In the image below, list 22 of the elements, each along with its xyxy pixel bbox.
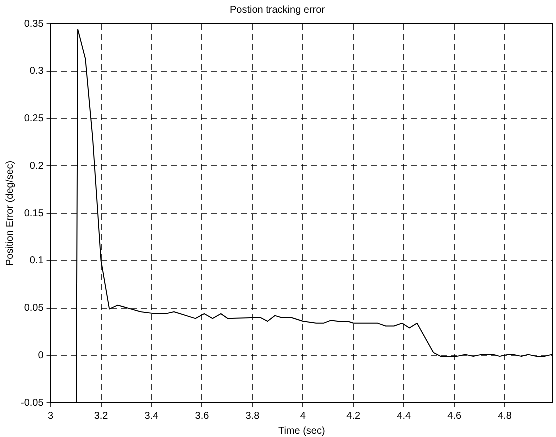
x-tick-label: 3.6 (195, 410, 210, 422)
x-tick-label: 4.4 (397, 410, 412, 422)
y-tick-label: 0.15 (24, 208, 44, 220)
y-tick-label: 0.2 (30, 160, 44, 172)
y-tick-label: 0.25 (24, 114, 44, 124)
y-axis-title: Position Error (deg/sec) (4, 160, 16, 266)
x-tick-label: 3.2 (94, 410, 109, 422)
y-tick-label: 0 (38, 350, 44, 362)
y-tick-label: 0.35 (24, 18, 44, 30)
x-tick-label: 4.2 (346, 410, 362, 422)
x-tick-label: 4 (300, 410, 306, 422)
x-axis-title: Time (sec) (278, 426, 326, 437)
x-tick-label: 4.6 (448, 410, 462, 422)
x-tick-label: 3.8 (246, 410, 260, 422)
y-tick-label: -0.05 (20, 398, 44, 409)
y-tick-label: 0.05 (24, 303, 44, 314)
x-tick-label: 3 (48, 410, 54, 422)
chart-title: Postion tracking error (230, 4, 326, 16)
y-tick-label: 0.1 (30, 256, 44, 267)
y-tick-label: 0.3 (30, 66, 44, 78)
x-tick-label: 4.8 (498, 410, 512, 422)
x-tick-label: 3.4 (144, 410, 160, 422)
